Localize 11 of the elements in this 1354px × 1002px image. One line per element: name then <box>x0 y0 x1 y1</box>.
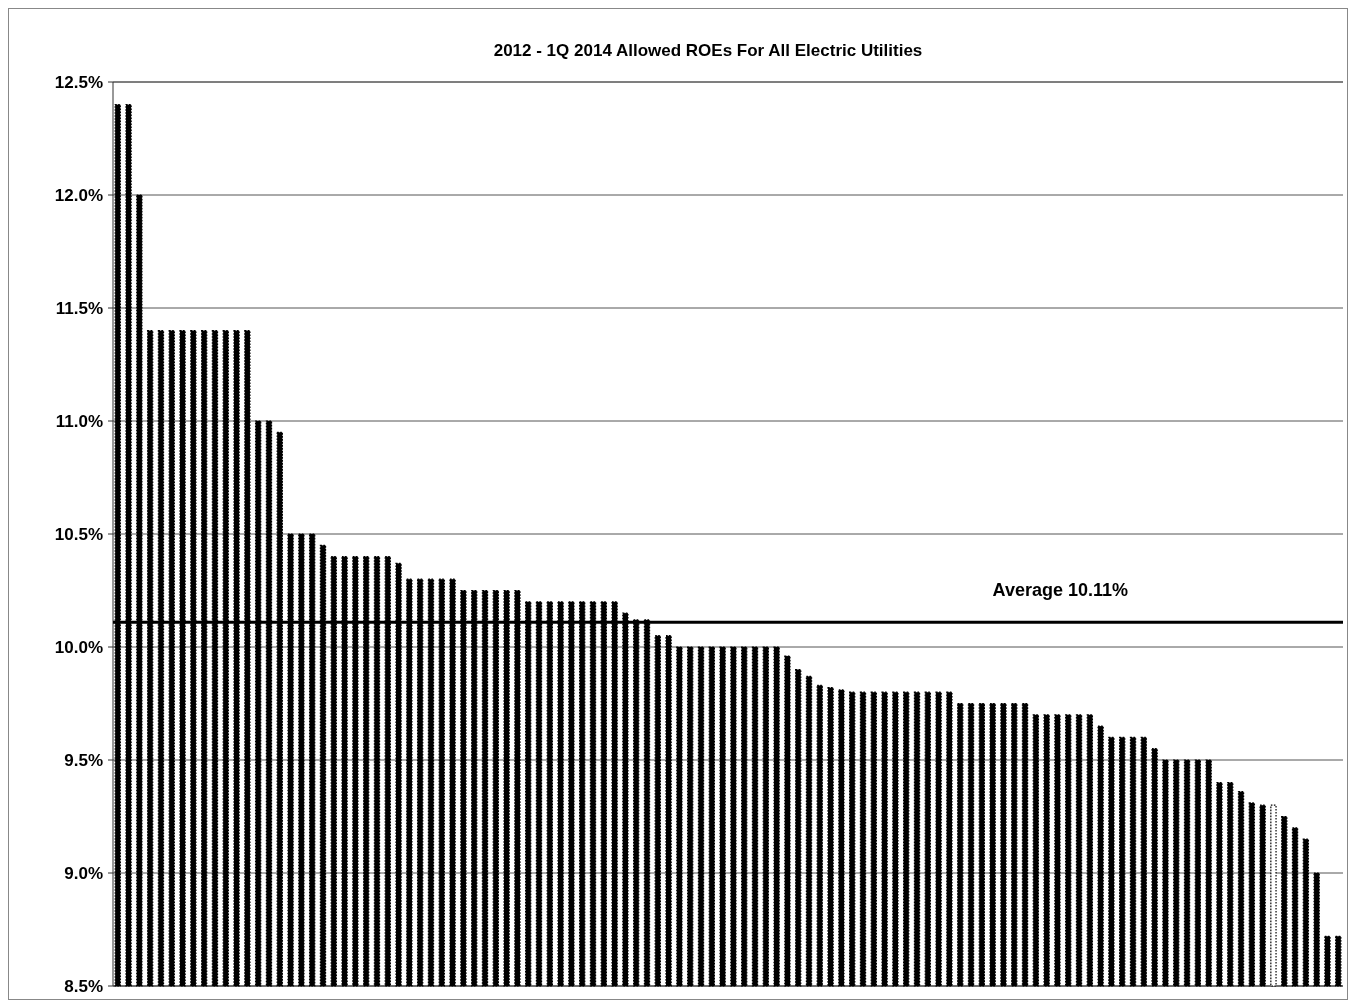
y-tick-label: 8.5% <box>64 976 103 996</box>
y-tick-label: 9.0% <box>64 863 103 883</box>
y-tick-label: 11.5% <box>55 298 103 318</box>
y-tick-label: 10.0% <box>54 637 103 657</box>
y-tick-label: 9.5% <box>64 750 103 770</box>
y-tick-label: 12.5% <box>54 72 103 92</box>
chart-title: 2012 - 1Q 2014 Allowed ROEs For All Electric Utilities <box>493 41 923 60</box>
y-tick-label: 12.0% <box>54 185 103 205</box>
ref-line-label: Average 10.11% <box>992 580 1128 601</box>
y-tick-label: 11.0% <box>55 411 103 431</box>
y-tick-label: 10.5% <box>54 524 103 544</box>
